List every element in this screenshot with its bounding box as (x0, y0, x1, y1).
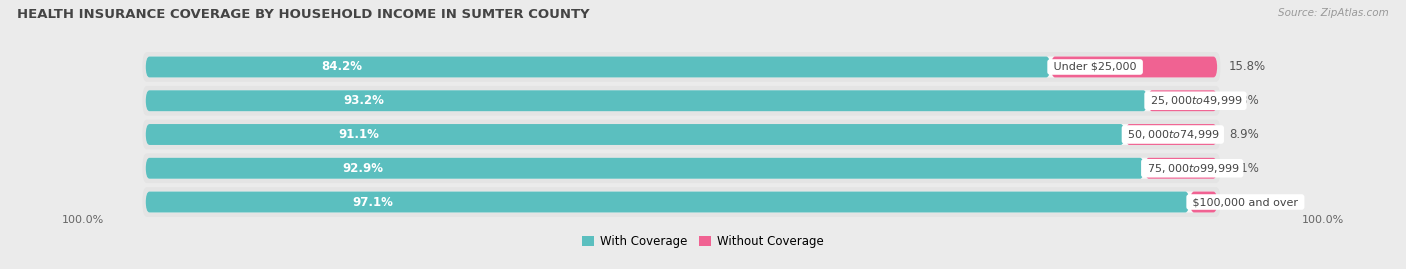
Text: Source: ZipAtlas.com: Source: ZipAtlas.com (1278, 8, 1389, 18)
Text: HEALTH INSURANCE COVERAGE BY HOUSEHOLD INCOME IN SUMTER COUNTY: HEALTH INSURANCE COVERAGE BY HOUSEHOLD I… (17, 8, 589, 21)
FancyBboxPatch shape (1052, 56, 1218, 77)
FancyBboxPatch shape (1126, 124, 1218, 145)
Text: 84.2%: 84.2% (322, 61, 363, 73)
Legend: With Coverage, Without Coverage: With Coverage, Without Coverage (578, 230, 828, 253)
FancyBboxPatch shape (146, 90, 1147, 111)
FancyBboxPatch shape (146, 158, 1144, 179)
Text: $50,000 to $74,999: $50,000 to $74,999 (1125, 128, 1222, 141)
FancyBboxPatch shape (146, 56, 1050, 77)
FancyBboxPatch shape (1191, 192, 1218, 213)
Text: 92.9%: 92.9% (342, 162, 384, 175)
Text: $75,000 to $99,999: $75,000 to $99,999 (1144, 162, 1240, 175)
FancyBboxPatch shape (1149, 90, 1218, 111)
Text: Under $25,000: Under $25,000 (1050, 62, 1140, 72)
FancyBboxPatch shape (146, 158, 1218, 179)
Text: 8.9%: 8.9% (1229, 128, 1258, 141)
Text: $100,000 and over: $100,000 and over (1189, 197, 1302, 207)
Text: 91.1%: 91.1% (337, 128, 380, 141)
Text: 15.8%: 15.8% (1229, 61, 1267, 73)
FancyBboxPatch shape (1144, 158, 1218, 179)
Text: 97.1%: 97.1% (353, 196, 394, 208)
Text: $25,000 to $49,999: $25,000 to $49,999 (1147, 94, 1244, 107)
FancyBboxPatch shape (142, 187, 1220, 217)
FancyBboxPatch shape (146, 90, 1218, 111)
Text: 7.1%: 7.1% (1229, 162, 1258, 175)
FancyBboxPatch shape (146, 124, 1218, 145)
FancyBboxPatch shape (146, 192, 1189, 213)
FancyBboxPatch shape (142, 153, 1220, 183)
FancyBboxPatch shape (146, 192, 1218, 213)
Text: 100.0%: 100.0% (1302, 215, 1344, 225)
Text: 6.8%: 6.8% (1229, 94, 1258, 107)
FancyBboxPatch shape (146, 124, 1125, 145)
Text: 93.2%: 93.2% (343, 94, 384, 107)
Text: 100.0%: 100.0% (62, 215, 104, 225)
FancyBboxPatch shape (142, 120, 1220, 149)
FancyBboxPatch shape (142, 86, 1220, 116)
FancyBboxPatch shape (142, 52, 1220, 82)
Text: 2.9%: 2.9% (1229, 196, 1258, 208)
FancyBboxPatch shape (146, 56, 1218, 77)
